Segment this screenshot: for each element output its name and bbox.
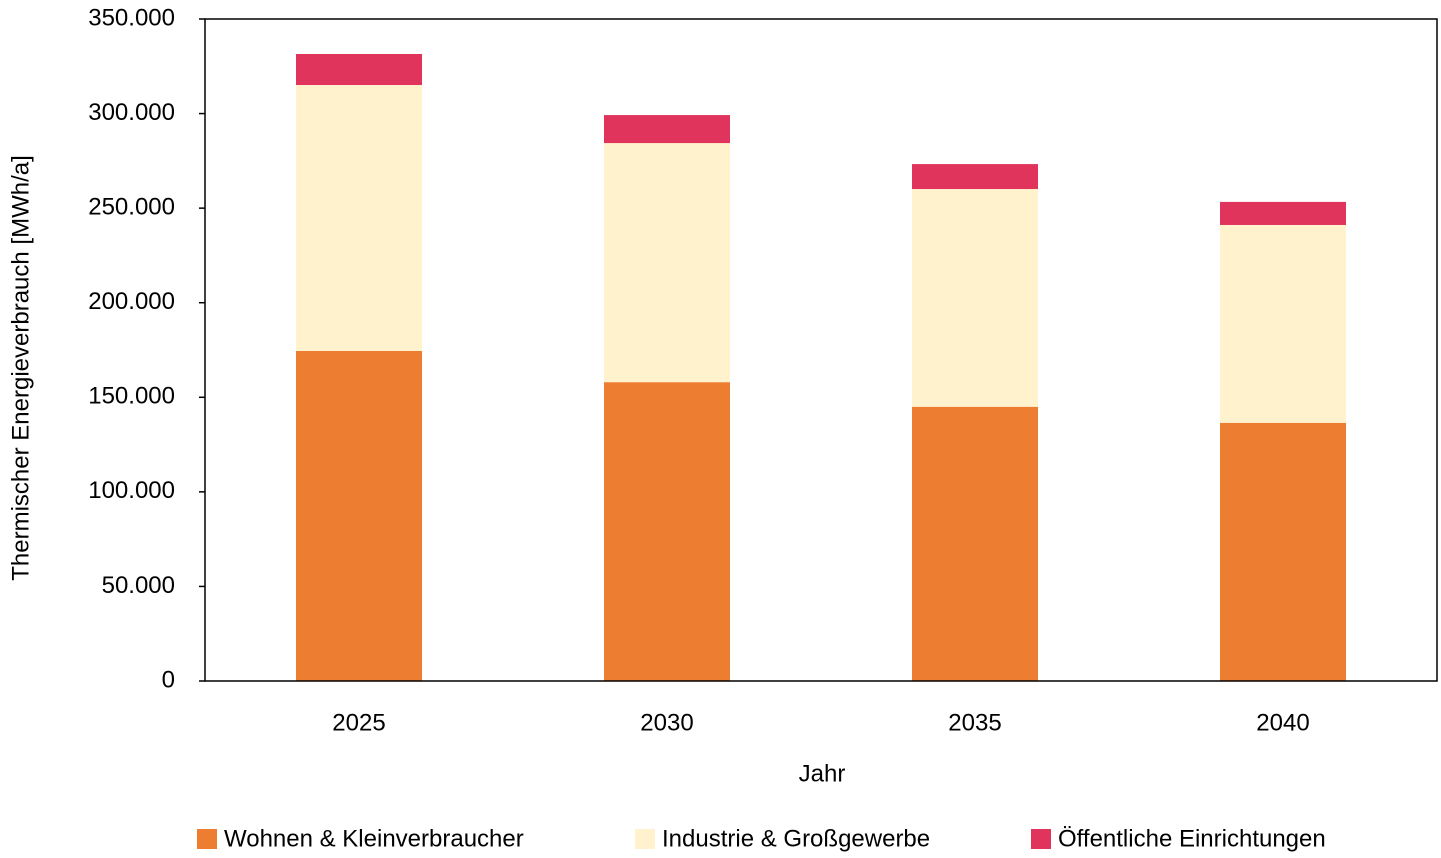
legend-swatch xyxy=(197,829,217,849)
bar-segment xyxy=(1220,224,1346,423)
y-tick-label: 300.000 xyxy=(88,99,175,126)
bar-segment xyxy=(296,85,422,351)
bar-segment xyxy=(1220,201,1346,225)
bar-segment xyxy=(604,382,730,681)
x-tick-label: 2025 xyxy=(332,709,385,736)
x-tick-label: 2040 xyxy=(1256,709,1309,736)
y-tick-label: 350.000 xyxy=(88,4,175,31)
y-tick-label: 100.000 xyxy=(88,477,175,504)
y-tick-label: 0 xyxy=(162,666,175,693)
x-axis-label: Jahr xyxy=(799,760,846,787)
y-axis-label: Thermischer Energieverbrauch [MWh/a] xyxy=(7,155,34,580)
plot-frame xyxy=(204,18,1438,682)
legend-label: Öffentliche Einrichtungen xyxy=(1058,825,1326,852)
bar-segment xyxy=(1220,422,1346,681)
y-tick-label: 250.000 xyxy=(88,193,175,220)
legend-swatch xyxy=(1031,829,1051,849)
bar-segment xyxy=(912,164,1038,190)
y-tick-label: 200.000 xyxy=(88,288,175,315)
x-tick-label: 2035 xyxy=(948,709,1001,736)
bar-segment xyxy=(604,143,730,383)
legend-label: Wohnen & Kleinverbraucher xyxy=(224,825,524,852)
y-tick-label: 50.000 xyxy=(102,572,175,599)
bar-segment xyxy=(604,115,730,144)
bar-segment xyxy=(912,406,1038,681)
bar-segment xyxy=(296,53,422,86)
bar-segment xyxy=(296,350,422,681)
y-tick-label: 150.000 xyxy=(88,383,175,410)
x-tick-label: 2030 xyxy=(640,709,693,736)
legend-swatch xyxy=(635,829,655,849)
bar-segment xyxy=(912,189,1038,407)
legend-label: Industrie & Großgewerbe xyxy=(662,825,930,852)
